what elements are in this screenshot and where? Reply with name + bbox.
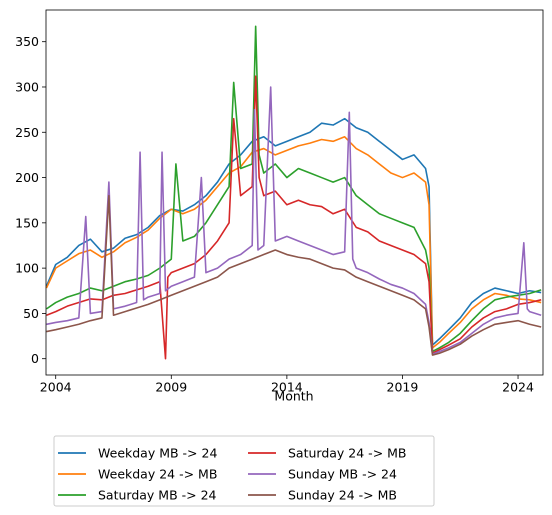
x-axis-label: Month <box>274 389 313 404</box>
series-line-5 <box>46 86 542 355</box>
series-layer <box>45 25 542 360</box>
series-line-6 <box>46 194 542 356</box>
plot-frame <box>45 9 544 376</box>
y-tick-label: 150 <box>15 215 39 230</box>
series-line-4 <box>46 75 542 360</box>
series-line-3 <box>46 25 542 353</box>
x-tick-label: 2014 <box>271 380 303 395</box>
y-axis: 0 50 100 150 200 250 300 350 <box>15 34 46 366</box>
legend-label: Weekday 24 -> MB <box>98 467 217 482</box>
x-tick-label: 2019 <box>387 380 419 395</box>
x-tick-label: 2004 <box>40 380 72 395</box>
y-tick-label: 300 <box>15 79 39 94</box>
x-axis: 2004 2009 2014 2019 2024 <box>40 375 534 395</box>
legend-label: Sunday 24 -> MB <box>288 488 397 503</box>
legend: Weekday MB -> 24 Weekday 24 -> MB Saturday… <box>53 435 435 507</box>
legend-label: Weekday MB -> 24 <box>98 446 217 461</box>
x-tick-label: 2024 <box>502 380 534 395</box>
series-line-2 <box>45 136 542 349</box>
y-tick-label: 0 <box>31 351 39 366</box>
series-line-1 <box>45 117 542 346</box>
legend-label: Saturday MB -> 24 <box>98 488 217 503</box>
y-tick-label: 100 <box>15 261 39 276</box>
x-tick-label: 2009 <box>155 380 187 395</box>
y-tick-label: 50 <box>23 306 39 321</box>
legend-box <box>53 435 435 507</box>
y-tick-label: 200 <box>15 170 39 185</box>
y-tick-label: 350 <box>15 34 39 49</box>
legend-label: Saturday 24 -> MB <box>288 446 407 461</box>
legend-label: Sunday MB -> 24 <box>288 467 397 482</box>
y-tick-label: 250 <box>15 125 39 140</box>
